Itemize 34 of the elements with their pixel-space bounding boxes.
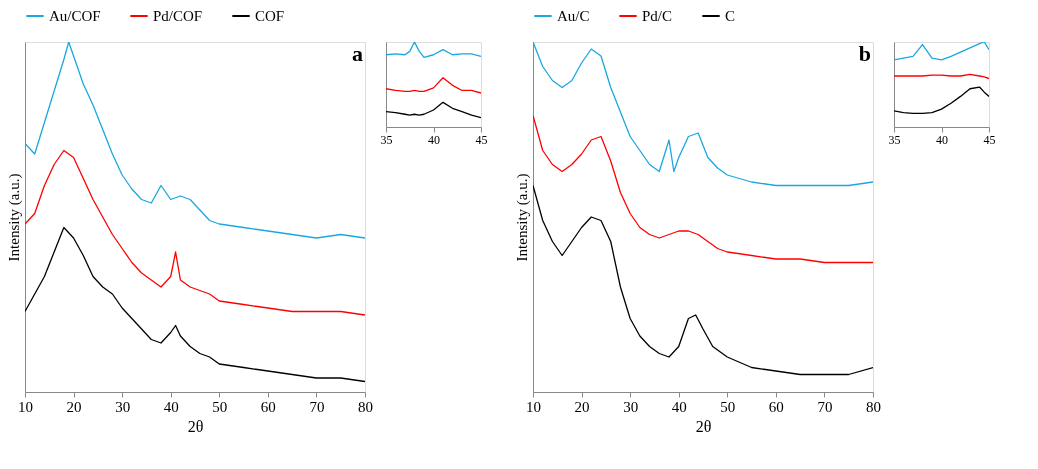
annotation: a (352, 41, 363, 66)
x-axis-title: 2θ (187, 417, 204, 435)
x-tick-label: 40 (163, 398, 179, 415)
legend-label: Pd/COF (153, 8, 203, 24)
x-tick-label: 20 (66, 398, 82, 415)
x-tick-label: 80 (866, 398, 881, 415)
x-tick-label: 30 (115, 398, 131, 415)
x-tick-label: 60 (768, 398, 784, 415)
x-tick-label: 45 (983, 132, 996, 147)
y-axis-title: Intensity (a.u.) (5, 173, 23, 262)
y-axis-title: Intensity (a.u.) (513, 173, 531, 262)
x-tick-label: 45 (475, 132, 488, 147)
x-tick-label: 10 (18, 398, 33, 415)
legend-label: Au/C (557, 8, 590, 24)
x-tick-label: 70 (309, 398, 325, 415)
x-tick-label: 50 (720, 398, 736, 415)
x-tick-label: 80 (358, 398, 373, 415)
x-tick-label: 10 (526, 398, 541, 415)
x-tick-label: 40 (671, 398, 687, 415)
x-tick-label: 50 (212, 398, 228, 415)
x-tick-label: 40 (428, 132, 440, 147)
x-tick-label: 20 (574, 398, 590, 415)
legend-label: C (725, 8, 736, 24)
x-tick-label: 35 (888, 132, 901, 147)
x-tick-label: 35 (380, 132, 393, 147)
legend-label: Au/COF (49, 8, 101, 24)
x-tick-label: 40 (936, 132, 948, 147)
legend-label: Pd/C (642, 8, 673, 24)
legend-label: COF (255, 8, 285, 24)
x-axis-title: 2θ (695, 417, 712, 435)
x-tick-label: 30 (623, 398, 639, 415)
x-tick-label: 70 (817, 398, 833, 415)
annotation: b (858, 41, 871, 66)
x-tick-label: 60 (260, 398, 276, 415)
